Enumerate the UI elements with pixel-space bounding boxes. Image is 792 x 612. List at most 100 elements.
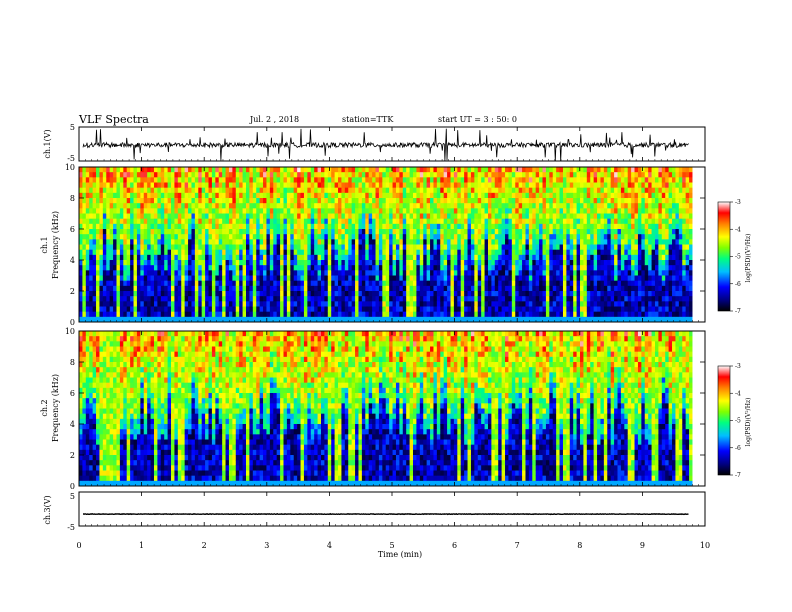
spectrogram-cell [406, 275, 410, 282]
spectrogram-cell [426, 182, 431, 189]
spectrogram-cell [191, 270, 196, 276]
spectrogram-cell [96, 270, 100, 276]
spectrogram-cell [194, 260, 199, 266]
spectrogram-cell [556, 275, 560, 282]
spectrogram-cell [109, 301, 114, 307]
spectrogram-cell [569, 301, 574, 307]
spectrogram-cell [259, 208, 264, 214]
spectrogram-cell [365, 187, 370, 194]
spectrogram-cell [355, 270, 359, 276]
spectrogram-cell [280, 218, 284, 225]
spectrogram-cell [143, 198, 148, 204]
spectrogram-cell [392, 249, 397, 256]
spectrogram-cell [246, 239, 250, 245]
spectrogram-cell [511, 316, 516, 323]
spectrogram-cell [246, 177, 250, 183]
spectrogram-cell [303, 187, 308, 194]
spectrogram-cell [406, 239, 410, 245]
spectrogram-cell [467, 316, 472, 323]
spectrogram-cell [113, 223, 117, 230]
spectrogram-cell [470, 203, 475, 209]
spectrogram-cell [79, 260, 83, 266]
spectrogram-cell [205, 275, 209, 282]
spectrogram-cell [522, 249, 526, 256]
spectrogram-cell [273, 187, 278, 194]
spectrogram-cell [453, 167, 458, 173]
spectrogram-cell [365, 167, 370, 173]
spectrogram-cell [164, 249, 169, 256]
spectrogram-cell [314, 239, 318, 245]
spectrogram-cell [641, 301, 646, 307]
spectrogram-cell [474, 234, 479, 240]
spectrogram-cell [470, 301, 475, 307]
spectrogram-cell [147, 177, 151, 183]
spectrogram-cell [143, 244, 148, 251]
spectrogram-cell [436, 208, 441, 214]
spectrogram-cell [96, 296, 100, 302]
spectrogram-cell [583, 260, 588, 266]
spectrogram-cell [228, 254, 233, 261]
spectrogram-cell [467, 218, 472, 225]
spectrogram-cell [487, 265, 492, 271]
spectrogram-cell [280, 172, 284, 178]
spectrogram-cell [522, 223, 526, 230]
spectrogram-cell [447, 265, 451, 271]
spectrogram-cell [140, 285, 145, 292]
spectrogram-cell [297, 260, 301, 266]
spectrogram-cell [549, 296, 554, 302]
spectrogram-cell [147, 306, 151, 313]
spectrogram-cell [433, 203, 438, 209]
spectrogram-cell [307, 301, 312, 307]
spectrogram-cell [102, 280, 107, 287]
spectrogram-cell [290, 218, 295, 225]
spectrogram-cell [327, 192, 332, 199]
spectrogram-cell [82, 301, 87, 307]
spectrogram-cell [82, 254, 87, 261]
spectrogram-cell [109, 296, 114, 302]
spectrogram-cell [102, 177, 107, 183]
spectrogram-cell [303, 275, 308, 282]
spectrogram-cell [549, 229, 554, 235]
spectrogram-cell [211, 311, 216, 318]
spectrogram-cell [167, 254, 172, 261]
spectrogram-cell [433, 280, 438, 287]
spectrogram-cell [566, 280, 571, 287]
spectrogram-cell [450, 218, 455, 225]
spectrogram-cell [559, 182, 564, 189]
spectrogram-cell [82, 270, 87, 276]
spectrogram-cell [545, 213, 550, 220]
spectrogram-cell [263, 275, 267, 282]
spectrogram-cell [453, 296, 458, 302]
spectrogram-cell [160, 218, 165, 225]
spectrogram-cell [160, 260, 165, 266]
spectrogram-cell [586, 306, 591, 313]
spectrogram-cell [153, 291, 158, 297]
spectrogram-cell [102, 182, 107, 189]
spectrogram-cell [361, 249, 366, 256]
spectrogram-cell [143, 311, 148, 318]
spectrogram-cell [150, 270, 155, 276]
spectrogram-cell [89, 301, 94, 307]
spectrogram-cell [470, 234, 475, 240]
spectrogram-cell [600, 234, 605, 240]
spectrogram-cell [164, 311, 169, 318]
spectrogram-cell [300, 270, 305, 276]
spectrogram-cell [303, 296, 308, 302]
spectrogram-cell [518, 213, 523, 220]
spectrogram-cell [116, 203, 121, 209]
spectrogram-cell [171, 198, 175, 204]
spectrogram-cell [453, 172, 458, 178]
spectrogram-cell [153, 223, 158, 230]
spectrogram-cell [491, 198, 496, 204]
spectrogram-cell [603, 213, 608, 220]
spectrogram-cell [620, 239, 625, 245]
spectrogram-cell [167, 239, 172, 245]
spectrogram-cell [416, 254, 421, 261]
spectrogram-cell [556, 285, 560, 292]
spectrogram-cell [443, 296, 448, 302]
spectrogram-cell [389, 229, 393, 235]
spectrogram-cell [283, 301, 288, 307]
spectrogram-cell [586, 167, 591, 173]
spectrogram-cell [266, 296, 271, 302]
spectrogram-cell [361, 223, 366, 230]
